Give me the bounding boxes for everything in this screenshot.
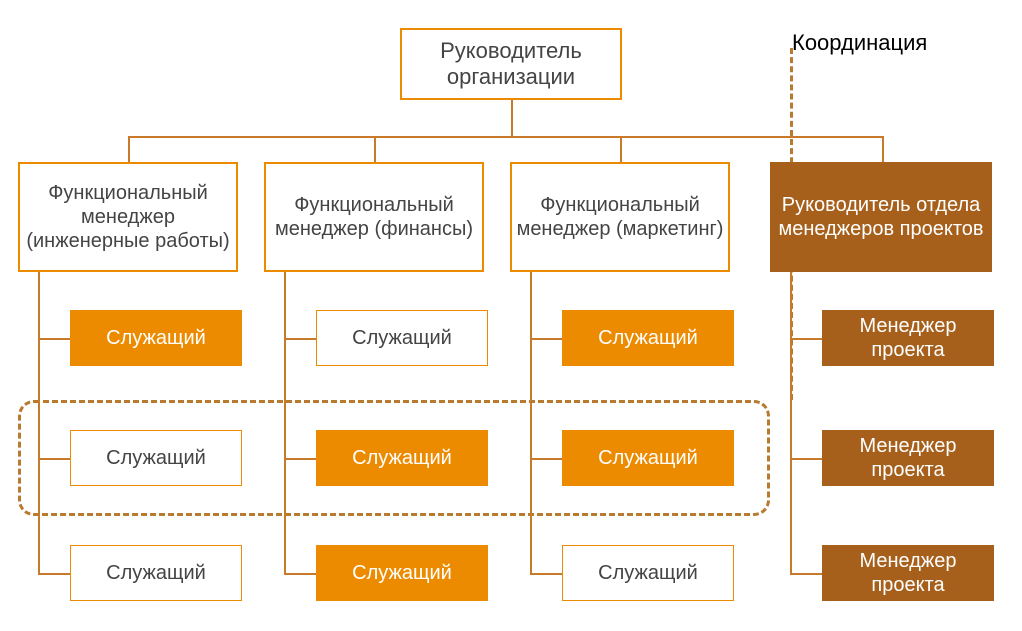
elbow-1-1 — [284, 458, 316, 460]
child-box-0-2: Служащий — [70, 545, 242, 601]
col-drop-0 — [128, 136, 130, 162]
elbow-1-2 — [284, 573, 316, 575]
child-box-3-0: Менеджер проекта — [822, 310, 994, 366]
column-head-3: Руководитель отдела менеджеров проектов — [770, 162, 992, 272]
spine-3 — [790, 272, 792, 573]
spine-1 — [284, 272, 286, 573]
child-box-1-0: Служащий — [316, 310, 488, 366]
child-box-1-2: Служащий — [316, 545, 488, 601]
spine-0 — [38, 272, 40, 573]
child-box-3-2: Менеджер проекта — [822, 545, 994, 601]
bus-line — [128, 136, 882, 138]
child-box-3-1: Менеджер проекта — [822, 430, 994, 486]
elbow-2-2 — [530, 573, 562, 575]
col-drop-1 — [374, 136, 376, 162]
elbow-1-0 — [284, 338, 316, 340]
root-box: Руководитель организации — [400, 28, 622, 100]
coordination-label: Координация — [792, 30, 927, 56]
elbow-0-2 — [38, 573, 70, 575]
elbow-3-0 — [790, 338, 822, 340]
elbow-2-0 — [530, 338, 562, 340]
elbow-2-1 — [530, 458, 562, 460]
column-head-2: Функциональный менеджер (маркетинг) — [510, 162, 730, 272]
child-box-2-2: Служащий — [562, 545, 734, 601]
child-box-2-1: Служащий — [562, 430, 734, 486]
child-box-0-1: Служащий — [70, 430, 242, 486]
spine-2 — [530, 272, 532, 573]
child-box-1-1: Служащий — [316, 430, 488, 486]
column-head-1: Функциональный менеджер (финансы) — [264, 162, 484, 272]
col-drop-3 — [882, 136, 884, 162]
col-drop-2 — [620, 136, 622, 162]
child-box-0-0: Служащий — [70, 310, 242, 366]
child-box-2-0: Служащий — [562, 310, 734, 366]
column-head-0: Функциональный менеджер (инженерные рабо… — [18, 162, 238, 272]
elbow-3-1 — [790, 458, 822, 460]
root-drop — [511, 100, 513, 136]
elbow-3-2 — [790, 573, 822, 575]
elbow-0-1 — [38, 458, 70, 460]
org-chart: Руководитель организации Координация Функц… — [0, 0, 1022, 631]
elbow-0-0 — [38, 338, 70, 340]
